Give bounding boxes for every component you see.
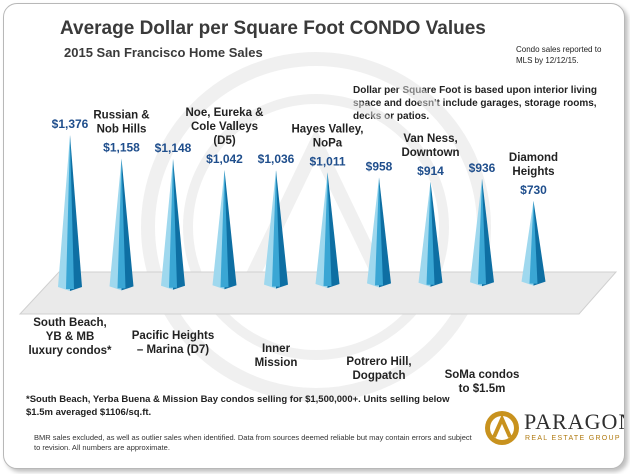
category-label-line: Cole Valleys — [191, 121, 258, 133]
chart-frame: Average Dollar per Square Foot CONDO Val… — [3, 3, 625, 469]
cone-series — [58, 134, 546, 291]
value-label-hayes-valley-nopa: $1,011 — [309, 154, 345, 168]
cone-diamond-heights — [529, 200, 538, 284]
category-label-line: Hayes Valley, — [291, 123, 363, 135]
category-label-line: (D5) — [213, 135, 236, 147]
cone-south-beach-yb-mb-luxury-condos — [66, 134, 74, 289]
category-label-line: luxury condos* — [28, 345, 112, 357]
category-label-noe-eureka-cole-valleys-d5: Noe, Eureka & Cole Valleys (D5) — [186, 107, 264, 147]
page-title: Average Dollar per Square Foot CONDO Val… — [60, 18, 486, 39]
category-label-inner-mission: Inner Mission — [255, 343, 298, 369]
cone-hayes-valley-nopa — [323, 172, 332, 286]
value-label-russian-nob-hills: $1,158 — [103, 140, 140, 154]
cone-soma-condos-to-1-5m — [478, 178, 486, 285]
cone-chart: $1,376 $1,158 $1,148 $1,042 $1,036 $1,011 $958… — [18, 52, 618, 402]
category-label-line: Dogpatch — [352, 370, 405, 382]
category-label-pacific-heights-marina-d7: Pacific Heights – Marina (D7) — [132, 330, 214, 356]
value-label-inner-mission: $1,036 — [258, 152, 295, 166]
category-label-line: NoPa — [313, 137, 343, 149]
category-label-van-ness-downtown: Van Ness, Downtown — [401, 133, 459, 159]
value-label-diamond-heights: $730 — [520, 183, 547, 197]
category-label-line: Mission — [255, 357, 298, 369]
category-label-line: Pacific Heights — [132, 330, 214, 342]
value-label-soma-condos-to-1-5m: $936 — [469, 161, 496, 175]
category-label-line: Heights — [512, 166, 554, 178]
value-label-potrero-hill-dogpatch: $958 — [366, 160, 393, 174]
cone-russian-nob-hills — [117, 158, 126, 289]
category-label-hayes-valley-nopa: Hayes Valley, NoPa — [291, 123, 363, 149]
sales-date-note: Condo sales reported to MLS by 12/12/15. — [516, 45, 602, 65]
value-label-south-beach-yb-mb-luxury-condos: $1,376 — [52, 117, 89, 131]
cone-van-ness-downtown — [426, 181, 435, 285]
category-label-line: YB & MB — [46, 331, 95, 343]
category-label-potrero-hill-dogpatch: Potrero Hill, Dogpatch — [346, 356, 411, 382]
value-label-van-ness-downtown: $914 — [417, 164, 444, 178]
category-label-line: Downtown — [401, 147, 459, 159]
brand-tagline: REAL ESTATE GROUP — [525, 435, 621, 442]
cone-pacific-heights-marina-d7 — [169, 158, 177, 288]
category-label-line: Nob Hills — [97, 123, 147, 135]
category-label-line: – Marina (D7) — [137, 344, 209, 356]
category-label-line: SoMa condos — [445, 369, 520, 381]
luxury-footnote: *South Beach, Yerba Buena & Mission Bay … — [26, 394, 450, 418]
paragon-logo-icon — [485, 411, 519, 445]
category-label-south-beach-yb-mb-luxury-condos: South Beach, YB & MB luxury condos* — [28, 317, 112, 357]
value-label-noe-eureka-cole-valleys-d5: $1,042 — [206, 152, 243, 166]
category-label-line: Noe, Eureka & — [186, 107, 264, 119]
category-label-line: to $1.5m — [459, 383, 506, 395]
category-label-line: Diamond — [509, 152, 558, 164]
value-labels: $1,376 $1,158 $1,148 $1,042 $1,036 $1,011 $958… — [52, 117, 548, 197]
page-subtitle: 2015 San Francisco Home Sales — [64, 45, 263, 60]
category-label-soma-condos-to-1-5m: SoMa condos to $1.5m — [445, 369, 520, 395]
category-label-russian-nob-hills: Russian & Nob Hills — [93, 109, 149, 135]
cone-noe-eureka-cole-valleys-d5 — [220, 170, 229, 288]
category-label-line: Van Ness, — [403, 133, 457, 145]
category-label-line: Potrero Hill, — [346, 356, 411, 368]
category-label-line: Russian & — [93, 109, 149, 121]
cone-inner-mission — [272, 170, 280, 287]
brand-name: PARAGON — [524, 409, 625, 434]
cone-potrero-hill-dogpatch — [375, 177, 383, 286]
category-labels: South Beach, YB & MB luxury condos* Russian… — [28, 107, 558, 395]
category-label-line: South Beach, — [33, 317, 106, 329]
data-disclaimer: BMR sales excluded, as well as outlier s… — [34, 433, 472, 452]
definition-note: Dollar per Square Foot is based upon int… — [353, 85, 597, 122]
category-label-line: Inner — [262, 343, 291, 355]
paragon-logo: PARAGON REAL ESTATE GROUP — [484, 406, 624, 450]
category-label-diamond-heights: Diamond Heights — [509, 152, 558, 178]
value-label-pacific-heights-marina-d7: $1,148 — [155, 141, 192, 155]
